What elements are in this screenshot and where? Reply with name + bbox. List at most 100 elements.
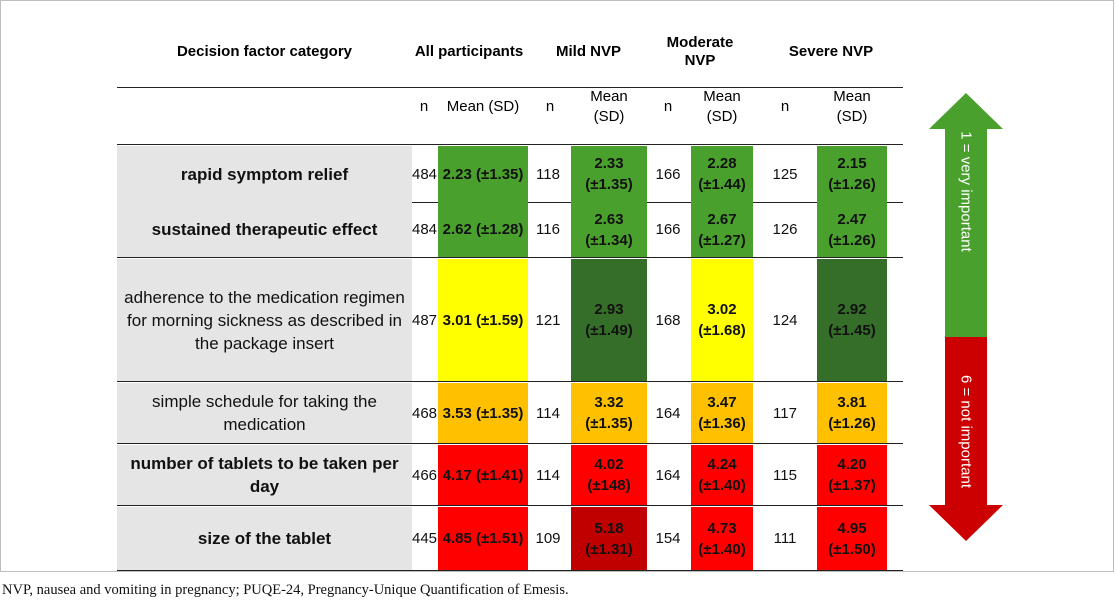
sev-mean-value: 4.20 (837, 456, 867, 473)
mild-mean-cell: 2.63 (±1.34) (571, 202, 647, 257)
category-cell: size of the tablet (197, 529, 332, 548)
mod-mean-value: 2.67 (707, 210, 737, 228)
mild-sd-value: (±1.49) (585, 322, 633, 339)
mod-mean-cell: 4.73 (±1.40) (691, 507, 753, 570)
mod-n-cell: 154 (655, 530, 681, 547)
all-n-cell: 466 (411, 466, 438, 484)
mild-n-cell: 116 (536, 221, 560, 238)
subheader-sev-mean-l2: (SD) (836, 108, 868, 125)
all-n-cell: 484 (411, 165, 438, 183)
mild-mean-value: 2.93 (594, 301, 624, 318)
header-rule (117, 87, 903, 88)
sev-sd-value: (±1.26) (828, 231, 876, 249)
mild-n-cell: 118 (536, 165, 560, 183)
sev-mean-cell: 2.47 (±1.26) (817, 202, 887, 257)
mod-mean-value: 3.47 (707, 394, 737, 411)
mild-mean-value: 2.33 (594, 155, 624, 172)
mod-n-cell: 166 (655, 165, 681, 183)
mod-sd-value: (±1.36) (698, 415, 746, 432)
scale-arrow-down (929, 337, 1003, 541)
mod-sd-value: (±1.40) (698, 540, 746, 558)
mild-sd-value: (±1.35) (585, 176, 633, 193)
subheader-all-n: n (419, 98, 429, 115)
mild-mean-cell: 3.32 (±1.35) (571, 383, 647, 443)
header-moderate-line1: Moderate (666, 34, 734, 51)
category-cell: number of tablets to be taken per day (130, 454, 399, 496)
mild-sd-value: (±148) (587, 477, 631, 494)
row-rule (117, 381, 903, 382)
category-cell: adherence to the medication regimen for … (124, 287, 405, 353)
sev-mean-cell: 2.92 (±1.45) (817, 259, 887, 381)
subheader-sev-mean-l1: Mean (833, 88, 871, 105)
subheader-mild-mean-l1: Mean (590, 88, 628, 105)
importance-scale-arrow: 1 = very important 6 = not important (929, 93, 1003, 541)
all-n-cell: 487 (411, 311, 438, 329)
sev-mean-value: 2.92 (837, 301, 867, 318)
mild-mean-cell: 2.93 (±1.49) (571, 259, 647, 381)
subheader-mod-mean-l1: Mean (703, 88, 741, 105)
mod-mean-value: 4.24 (707, 456, 737, 473)
sev-mean-value: 4.95 (837, 519, 867, 537)
mod-mean-value: 3.02 (707, 301, 737, 318)
subheader-mild-mean-l2: (SD) (593, 108, 625, 125)
sev-sd-value: (±1.37) (828, 477, 876, 494)
table-figure: Decision factor category All participant… (0, 0, 1114, 572)
mild-sd-value: (±1.31) (585, 540, 633, 558)
sev-mean-value: 3.81 (837, 394, 867, 411)
subheader-rule (117, 144, 903, 145)
row-rule (117, 443, 903, 444)
mild-n-cell: 109 (535, 530, 561, 547)
all-mean-cell: 4.17 (±1.41) (438, 445, 528, 505)
scale-label-bottom: 6 = not important (957, 375, 975, 488)
mild-mean-value: 3.32 (594, 394, 624, 411)
all-n-cell: 468 (411, 404, 438, 422)
table-footnote: NVP, nausea and vomiting in pregnancy; P… (2, 582, 569, 598)
header-moderate: Moderate NVP (648, 34, 752, 70)
category-cell: simple schedule for taking the medicatio… (152, 392, 377, 434)
mod-mean-value: 4.73 (707, 519, 737, 537)
category-cell-bg (117, 445, 412, 505)
scale-arrow-graphic (929, 93, 1003, 541)
mod-sd-value: (±1.68) (698, 322, 746, 339)
sev-mean-value: 2.15 (837, 155, 867, 172)
all-n-cell: 484 (411, 221, 438, 238)
mild-sd-value: (±1.35) (585, 415, 633, 432)
header-all-participants: All participants (414, 43, 524, 60)
sev-sd-value: (±1.26) (828, 415, 876, 432)
subheader-mod-mean: Mean (SD) (691, 87, 753, 127)
header-moderate-line2: NVP (684, 52, 716, 69)
sev-n-cell: 117 (773, 404, 797, 422)
category-cell: sustained therapeutic effect (151, 220, 378, 239)
sev-mean-cell: 2.15 (±1.26) (817, 146, 887, 202)
sev-sd-value: (±1.50) (828, 540, 876, 558)
subheader-mild-mean: Mean (SD) (571, 87, 647, 127)
sev-mean-cell: 4.20 (±1.37) (817, 445, 887, 505)
sev-n-cell: 126 (772, 221, 798, 238)
sev-sd-value: (±1.26) (828, 176, 876, 193)
subheader-mod-mean-l2: (SD) (706, 108, 738, 125)
sev-n-cell: 125 (772, 165, 798, 183)
mild-mean-value: 4.02 (594, 456, 624, 473)
row-rule (117, 570, 903, 571)
subheader-mod-n: n (663, 98, 673, 115)
category-cell-bg (117, 202, 412, 257)
subheader-all-mean: Mean (SD) (446, 98, 520, 115)
all-mean-cell: 2.23 (±1.35) (438, 146, 528, 202)
mild-mean-cell: 2.33 (±1.35) (571, 146, 647, 202)
subheader-sev-mean: Mean (SD) (817, 87, 887, 127)
header-category: Decision factor category (176, 43, 353, 60)
sev-n-cell: 111 (773, 530, 797, 547)
header-severe: Severe NVP (788, 43, 874, 60)
mod-n-cell: 164 (655, 466, 681, 484)
category-cell-bg (117, 146, 412, 202)
mod-n-cell: 164 (655, 404, 681, 422)
mod-mean-cell: 3.47 (±1.36) (691, 383, 753, 443)
row-rule (117, 505, 903, 506)
mod-sd-value: (±1.27) (698, 231, 746, 249)
category-cell-bg (117, 383, 412, 443)
all-n-cell: 445 (411, 530, 438, 547)
sev-mean-value: 2.47 (837, 210, 867, 228)
mod-mean-value: 2.28 (707, 155, 737, 172)
all-mean-cell: 2.62 (±1.28) (438, 202, 528, 257)
sev-n-cell: 115 (773, 466, 797, 484)
